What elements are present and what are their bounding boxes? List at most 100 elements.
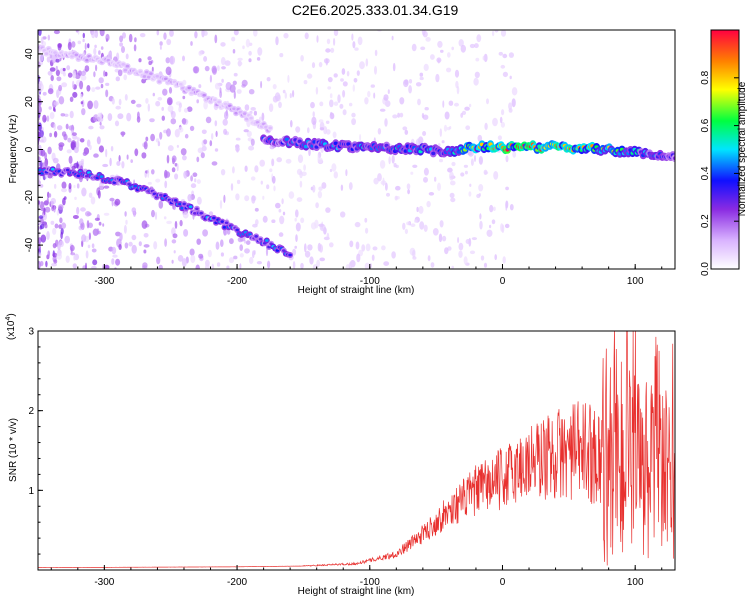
- noise-blob: [223, 128, 228, 135]
- noise-blob: [203, 30, 208, 36]
- noise-blob: [309, 256, 314, 265]
- noise-blob: [317, 190, 323, 199]
- noise-blob: [190, 175, 194, 182]
- noise-blob: [250, 176, 256, 181]
- noise-blob: [80, 101, 84, 105]
- noise-blob: [508, 52, 514, 58]
- noise-blob: [162, 88, 168, 96]
- noise-blob: [54, 223, 59, 229]
- noise-blob: [163, 32, 167, 40]
- noise-blob: [103, 185, 110, 189]
- noise-blob: [244, 248, 250, 254]
- noise-blob: [155, 100, 161, 107]
- noise-blob: [447, 52, 451, 58]
- noise-blob: [383, 94, 389, 101]
- noise-blob: [442, 100, 445, 108]
- noise-blob: [422, 131, 427, 136]
- noise-blob: [250, 138, 255, 146]
- noise-blob: [118, 98, 122, 106]
- noise-blob: [220, 252, 224, 257]
- noise-blob: [148, 60, 152, 66]
- noise-blob: [143, 244, 150, 248]
- noise-blob: [233, 72, 238, 77]
- noise-blob: [224, 111, 229, 120]
- noise-blob: [333, 73, 338, 78]
- noise-blob: [38, 174, 41, 181]
- noise-blob: [72, 263, 78, 269]
- spectrogram-x-label: Height of straight line (km): [298, 285, 415, 296]
- noise-blob: [274, 92, 281, 102]
- noise-blob: [469, 43, 475, 49]
- noise-blob: [164, 238, 168, 247]
- noise-blob: [196, 179, 201, 185]
- noise-blob: [230, 183, 234, 191]
- lower-branch-point: [173, 199, 178, 202]
- lower-branch-point: [265, 239, 269, 242]
- noise-blob: [112, 254, 118, 258]
- spectrogram-y-ticks: -40 -20 0 20 40: [24, 29, 43, 270]
- noise-blob: [172, 233, 178, 239]
- noise-blob: [111, 98, 115, 105]
- noise-blob: [408, 79, 413, 84]
- noise-blob: [460, 172, 465, 177]
- noise-blob: [209, 74, 212, 83]
- noise-blob: [136, 103, 142, 108]
- noise-blob: [492, 117, 498, 127]
- noise-blob: [168, 98, 172, 105]
- lower-branch-point: [65, 168, 70, 172]
- noise-blob: [128, 33, 133, 43]
- noise-blob: [417, 98, 421, 106]
- noise-blob: [340, 78, 344, 82]
- noise-blob: [239, 253, 244, 258]
- main-branch-point: [333, 141, 338, 146]
- snr-y-ticks: 1 2 3: [28, 327, 43, 555]
- noise-blob: [131, 244, 137, 254]
- noise-blob: [226, 265, 230, 269]
- noise-blob: [229, 238, 234, 245]
- noise-blob: [391, 35, 394, 41]
- noise-blob: [414, 219, 418, 223]
- noise-blob: [349, 102, 353, 107]
- noise-blob: [134, 148, 139, 157]
- noise-blob: [474, 71, 480, 79]
- noise-blob: [171, 239, 177, 244]
- upper-branch-point: [157, 80, 162, 83]
- noise-blob: [494, 254, 498, 261]
- noise-blob: [193, 66, 200, 74]
- noise-blob: [42, 212, 47, 221]
- noise-blob: [53, 206, 56, 213]
- noise-blob: [171, 167, 176, 173]
- noise-blob: [200, 152, 205, 159]
- noise-blob: [50, 220, 55, 225]
- noise-blob: [119, 42, 123, 47]
- noise-blob: [94, 30, 99, 38]
- noise-blob: [450, 197, 456, 203]
- noise-blob: [248, 89, 255, 95]
- noise-blob: [483, 169, 488, 175]
- noise-blob: [355, 241, 360, 250]
- lower-branch-point: [180, 206, 184, 210]
- noise-blob: [91, 31, 96, 39]
- noise-blob: [111, 246, 117, 255]
- spectrogram-marks: [38, 30, 675, 269]
- noise-blob: [66, 149, 72, 154]
- noise-blob: [279, 215, 285, 225]
- noise-blob: [333, 30, 339, 36]
- noise-blob: [282, 89, 286, 94]
- noise-blob: [196, 99, 199, 104]
- noise-blob: [447, 167, 453, 173]
- noise-blob: [387, 89, 390, 94]
- noise-blob: [329, 242, 334, 248]
- x-tick-label: -300: [94, 577, 114, 588]
- noise-blob: [52, 227, 57, 235]
- upper-branch-point: [213, 98, 217, 102]
- noise-blob: [80, 223, 83, 229]
- noise-blob: [165, 171, 171, 178]
- colorbar-tick-label: 0.0: [700, 262, 711, 276]
- noise-blob: [91, 265, 97, 269]
- noise-blob: [61, 222, 67, 229]
- noise-blob: [214, 148, 219, 152]
- noise-blob: [329, 168, 333, 173]
- noise-blob: [239, 244, 243, 252]
